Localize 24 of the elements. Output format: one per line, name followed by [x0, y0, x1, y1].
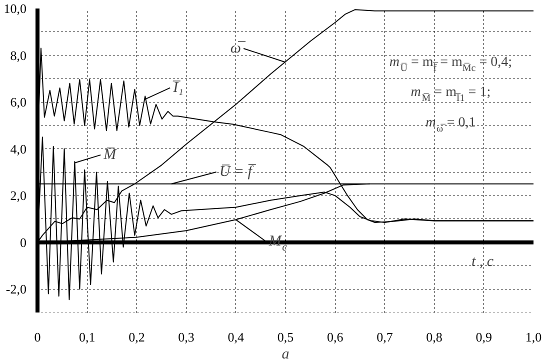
x-tick-label: 0,3	[178, 330, 194, 344]
y-tick-label: 4,0	[10, 141, 26, 156]
y-tick-label: 0	[20, 234, 26, 250]
annotation: I̅₁	[172, 80, 184, 96]
y-tick-label: -2,0	[6, 282, 27, 297]
x-tick-label: 0,1	[78, 330, 96, 344]
x-tick-label: 0,7	[376, 330, 394, 344]
x-tick-label: 0,6	[326, 330, 344, 344]
x-tick-label: 0,9	[476, 330, 492, 344]
x-tick-label: 0	[34, 330, 41, 344]
annotation: U̅ = f̅	[219, 163, 256, 180]
y-tick-label: 10,0	[4, 1, 26, 16]
y-tick-label: 6,0	[10, 94, 26, 110]
x-tick-label: 0,2	[128, 330, 145, 344]
x-tick-label: 0,5	[277, 330, 294, 344]
x-tick-label: 0,8	[426, 330, 442, 344]
annotation: M̅	[102, 146, 118, 163]
x-tick-label: 0,4	[228, 330, 245, 344]
x-tick-label: 1,0	[525, 330, 542, 344]
text: a	[282, 346, 290, 362]
y-tick-label: 2,0	[10, 188, 26, 204]
x-axis-title: t , c	[472, 254, 494, 270]
annotation: ω̅	[230, 40, 246, 56]
y-tick-label: 8,0	[10, 48, 26, 63]
